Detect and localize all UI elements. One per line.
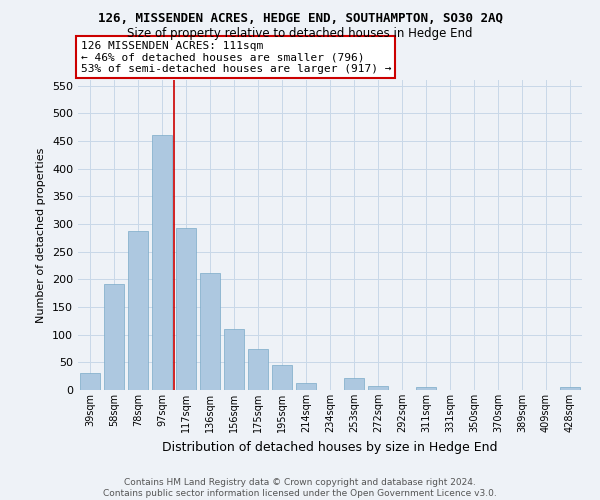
Bar xyxy=(560,387,580,390)
Bar xyxy=(200,272,220,390)
Bar xyxy=(368,386,388,390)
Bar xyxy=(152,136,172,390)
Bar xyxy=(248,349,268,390)
Text: 126 MISSENDEN ACRES: 111sqm
← 46% of detached houses are smaller (796)
53% of se: 126 MISSENDEN ACRES: 111sqm ← 46% of det… xyxy=(80,40,391,74)
Bar xyxy=(224,329,244,390)
Text: 126, MISSENDEN ACRES, HEDGE END, SOUTHAMPTON, SO30 2AQ: 126, MISSENDEN ACRES, HEDGE END, SOUTHAM… xyxy=(97,12,503,26)
X-axis label: Distribution of detached houses by size in Hedge End: Distribution of detached houses by size … xyxy=(162,440,498,454)
Bar xyxy=(416,387,436,390)
Bar xyxy=(104,284,124,390)
Text: Contains HM Land Registry data © Crown copyright and database right 2024.
Contai: Contains HM Land Registry data © Crown c… xyxy=(103,478,497,498)
Bar xyxy=(176,228,196,390)
Bar xyxy=(272,364,292,390)
Bar xyxy=(80,374,100,390)
Text: Size of property relative to detached houses in Hedge End: Size of property relative to detached ho… xyxy=(127,28,473,40)
Y-axis label: Number of detached properties: Number of detached properties xyxy=(37,148,46,322)
Bar xyxy=(296,383,316,390)
Bar xyxy=(344,378,364,390)
Bar xyxy=(128,230,148,390)
